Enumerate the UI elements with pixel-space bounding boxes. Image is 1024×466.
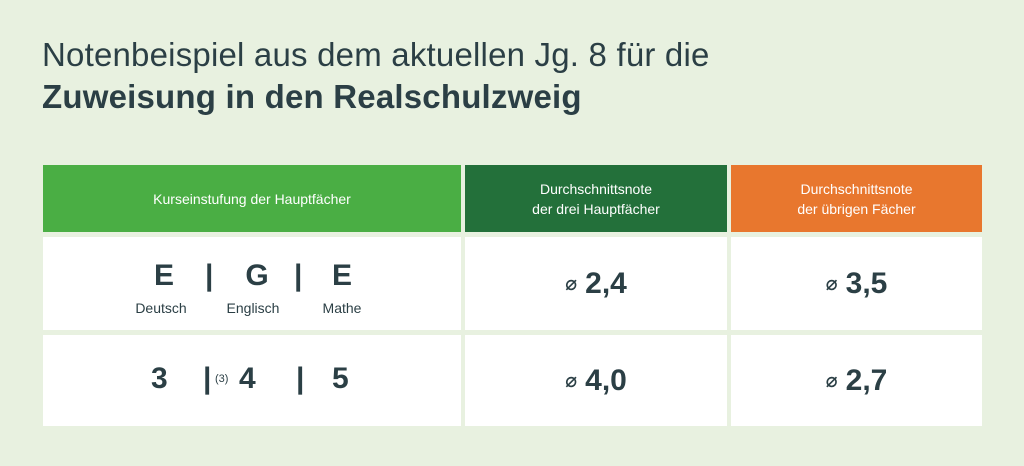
- header-avg-other-subjects: Durchschnittsnote der übrigen Fächer: [731, 165, 982, 232]
- avg-other-cell: ⌀ 3,5: [731, 237, 982, 330]
- header-avg-main-line1: Durchschnittsnote: [539, 180, 653, 197]
- grade-table: Kurseinstufung der Hauptfächer Durchschn…: [43, 165, 982, 426]
- header-avg-main-subjects: Durchschnittsnote der drei Hauptfächer: [465, 165, 727, 232]
- avg-main-cell: ⌀ 4,0: [465, 335, 727, 426]
- separator: |: [205, 259, 214, 292]
- average-symbol-icon: ⌀: [565, 370, 578, 392]
- header-avg-other-line2: der übrigen Fächer: [797, 200, 916, 217]
- separator: |: [296, 362, 305, 395]
- subject-label-mathe: Mathe: [322, 300, 362, 316]
- avg-main-value: 4,0: [585, 363, 627, 397]
- average-symbol-icon: ⌀: [825, 370, 838, 392]
- avg-other-value: 2,7: [845, 363, 888, 397]
- grade-deutsch: 3: [151, 362, 168, 395]
- average-symbol-icon: ⌀: [825, 273, 838, 295]
- subject-label-englisch: Englisch: [226, 300, 280, 316]
- course-levels-cell: E | G | E Deutsch Englisch Mathe: [43, 237, 461, 330]
- grades-cell: 3 | (3) 4 | 5: [43, 335, 461, 426]
- avg-main-cell: ⌀ 2,4: [465, 237, 727, 330]
- header-course-levels-label: Kurseinstufung der Hauptfächer: [153, 190, 351, 207]
- grade-note: (3): [215, 373, 229, 385]
- title-line-1: Notenbeispiel aus dem aktuellen Jg. 8 fü…: [42, 36, 710, 73]
- subject-label-deutsch: Deutsch: [135, 300, 187, 316]
- separator: |: [294, 259, 303, 292]
- grade-englisch: 4: [239, 362, 256, 395]
- page-title: Notenbeispiel aus dem aktuellen Jg. 8 fü…: [42, 34, 1002, 118]
- course-level-mathe: E: [331, 259, 352, 292]
- header-avg-main-line2: der drei Hauptfächer: [532, 200, 660, 217]
- avg-other-value: 3,5: [845, 266, 888, 300]
- average-symbol-icon: ⌀: [565, 273, 578, 295]
- course-level-deutsch: E: [153, 259, 174, 292]
- grade-mathe: 5: [332, 362, 349, 395]
- avg-main-value: 2,4: [585, 266, 627, 300]
- course-level-englisch: G: [245, 259, 269, 292]
- separator: |: [203, 362, 212, 395]
- title-line-2: Zuweisung in den Realschulzweig: [42, 78, 582, 115]
- avg-other-cell: ⌀ 2,7: [731, 335, 982, 426]
- header-avg-other-line1: Durchschnittsnote: [800, 180, 913, 197]
- header-course-levels: Kurseinstufung der Hauptfächer: [43, 165, 461, 232]
